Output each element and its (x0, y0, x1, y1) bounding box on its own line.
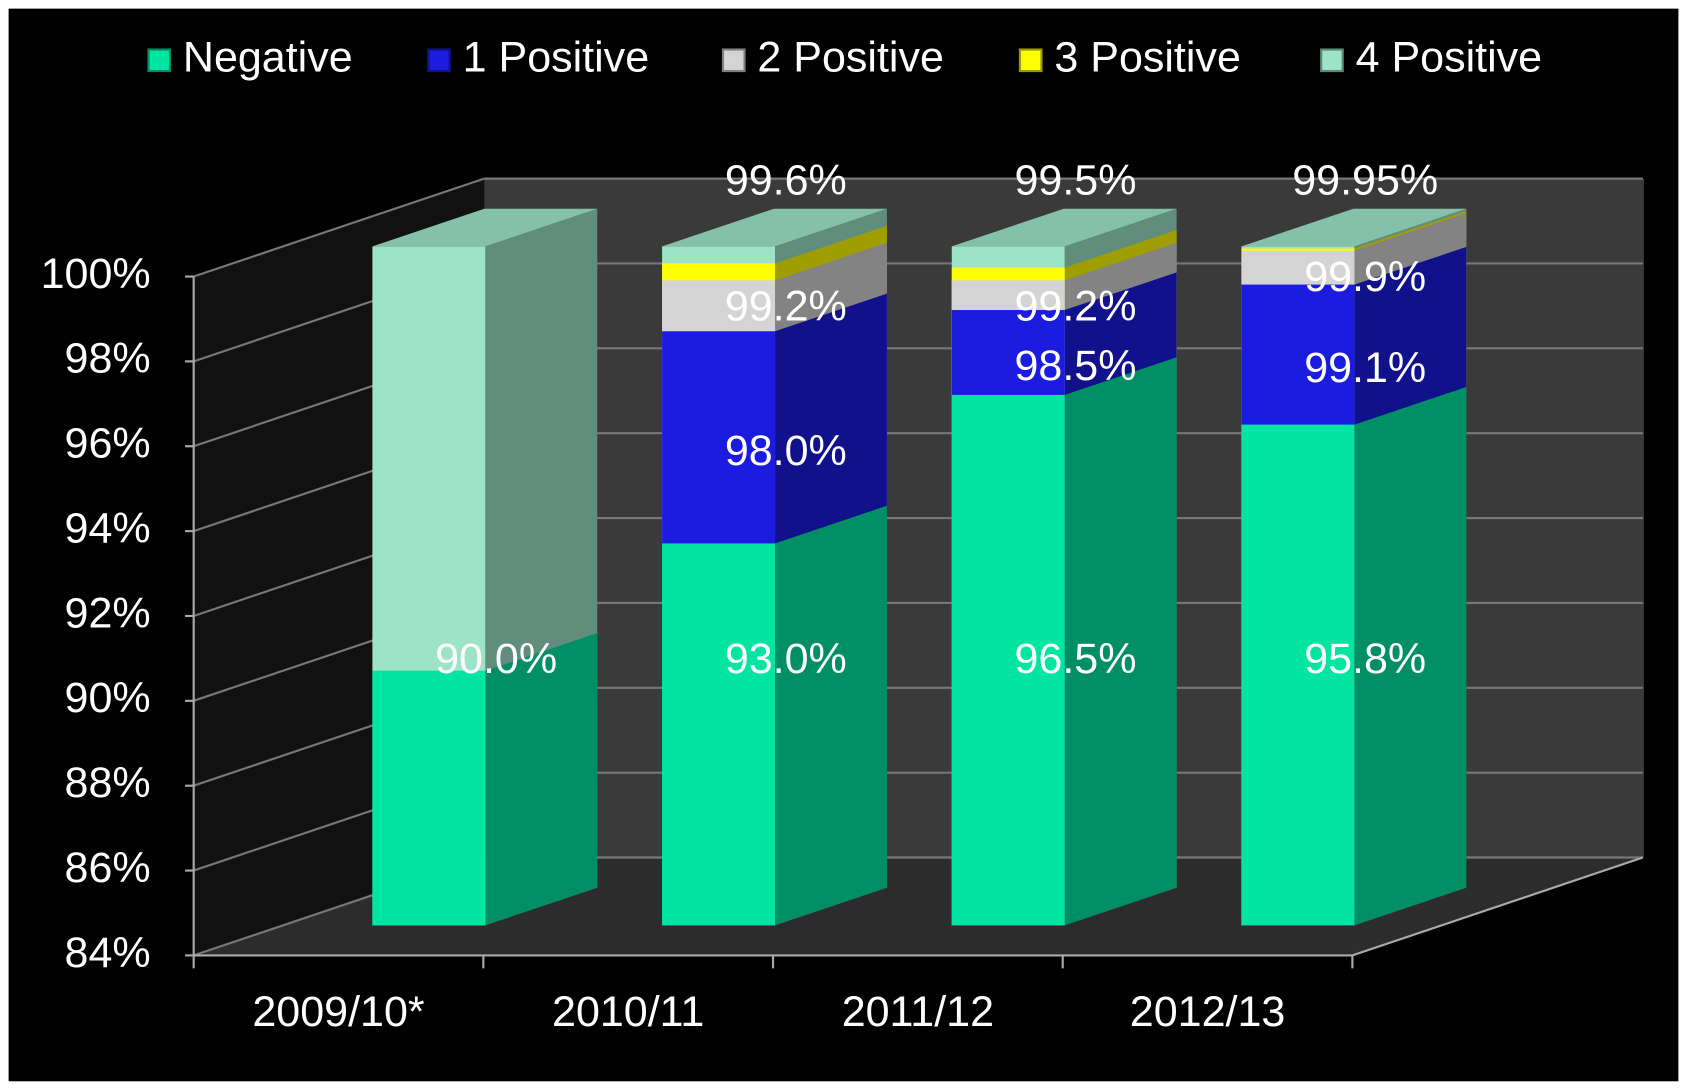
x-tick-label: 2012/13 (1130, 988, 1286, 1036)
legend-label: 4 Positive (1356, 34, 1543, 82)
bar (372, 671, 485, 926)
data-label: 99.5% (1015, 156, 1137, 204)
page: {"chart_data": { "type": "bar", "categor… (0, 0, 1687, 1091)
legend-label: 2 Positive (757, 34, 944, 82)
data-label: 93.0% (725, 635, 847, 683)
legend-marker (1321, 50, 1343, 72)
y-tick-label: 88% (65, 759, 151, 807)
x-tick-label: 2009/10* (252, 988, 424, 1036)
data-label: 95.8% (1304, 635, 1426, 683)
y-tick-label: 92% (65, 589, 151, 637)
legend-marker (723, 50, 745, 72)
data-label: 99.9% (1304, 253, 1426, 301)
y-tick-label: 84% (65, 929, 151, 977)
legend-label: 3 Positive (1054, 34, 1241, 82)
legend-marker (1020, 50, 1042, 72)
legend-label: Negative (183, 34, 353, 82)
x-tick-label: 2011/12 (842, 988, 994, 1036)
data-label: 99.1% (1304, 344, 1426, 392)
y-tick-label: 94% (65, 504, 151, 552)
data-label: 99.2% (725, 283, 847, 331)
legend-marker (428, 50, 450, 72)
chart: 84% 86% 88% 90% 92% 94% 96% 98% 100% 2009/10* 90.0… (0, 0, 1687, 1091)
data-label: 99.6% (725, 156, 847, 204)
y-tick-label: 96% (65, 420, 151, 468)
bar (662, 543, 775, 925)
legend-label: 1 Positive (463, 34, 650, 82)
y-tick-label: 100% (41, 250, 151, 298)
data-label: 98.5% (1015, 342, 1137, 390)
y-tick-label: 98% (65, 335, 151, 383)
data-label: 90.0% (435, 635, 557, 683)
x-tick-label: 2010/11 (552, 988, 704, 1036)
data-label: 99.95% (1292, 156, 1438, 204)
legend-marker (148, 50, 170, 72)
y-tick-label: 86% (65, 844, 151, 892)
data-label: 96.5% (1015, 635, 1137, 683)
data-label: 98.0% (725, 427, 847, 475)
bar-side (775, 506, 887, 926)
data-label: 99.2% (1015, 283, 1137, 331)
y-tick-label: 90% (65, 674, 151, 722)
